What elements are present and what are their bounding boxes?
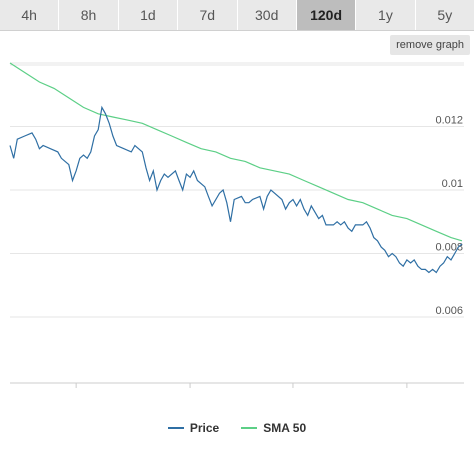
legend-label-price: Price — [189, 421, 220, 435]
price-chart: 0.006 0.008 0.01 0.012 0.014 Jan '26 Feb '26 M… — [9, 60, 464, 390]
y-tick-label: 0.01 — [442, 178, 463, 190]
legend-label-sma: SMA 50 — [263, 421, 307, 435]
tab-30d[interactable]: 30d — [237, 0, 297, 30]
x-tick-label: Mar '26 — [275, 389, 311, 390]
grid-lines — [10, 62, 464, 384]
y-axis-labels: 0.006 0.008 0.01 0.012 0.014 — [435, 60, 463, 317]
tab-7d[interactable]: 7d — [178, 0, 238, 30]
sma-50-line — [9, 62, 463, 242]
timeframe-tabs: 4h 8h 1d 7d 30d 120d 1y 5y — [0, 0, 474, 31]
tab-1d[interactable]: 1d — [118, 0, 179, 30]
sma-swatch-icon — [241, 427, 258, 429]
tab-5y[interactable]: 5y — [415, 0, 474, 30]
x-tick-label: Jan '26 — [59, 389, 94, 390]
y-tick-label: 0.006 — [435, 305, 463, 317]
y-tick-label: 0.012 — [435, 115, 463, 127]
y-tick-label: 0.014 — [435, 60, 463, 63]
price-line — [9, 105, 463, 274]
tab-8h[interactable]: 8h — [59, 0, 119, 30]
price-swatch-icon — [167, 427, 184, 429]
tab-4h[interactable]: 4h — [0, 0, 60, 30]
tab-120d[interactable]: 120d — [296, 0, 357, 30]
x-tick-label: Feb '26 — [172, 389, 208, 390]
y-tick-label: 0.008 — [435, 242, 463, 254]
x-axis-labels: Jan '26 Feb '26 Mar '26 Apr '26 — [59, 383, 425, 390]
remove-graph-button[interactable]: remove graph — [390, 35, 470, 55]
legend-item-price[interactable]: Price — [167, 421, 220, 435]
legend-item-sma[interactable]: SMA 50 — [241, 421, 306, 435]
chart-legend: Price SMA 50 — [0, 418, 474, 438]
x-tick-label: Apr '26 — [390, 389, 425, 390]
tab-1y[interactable]: 1y — [356, 0, 416, 30]
